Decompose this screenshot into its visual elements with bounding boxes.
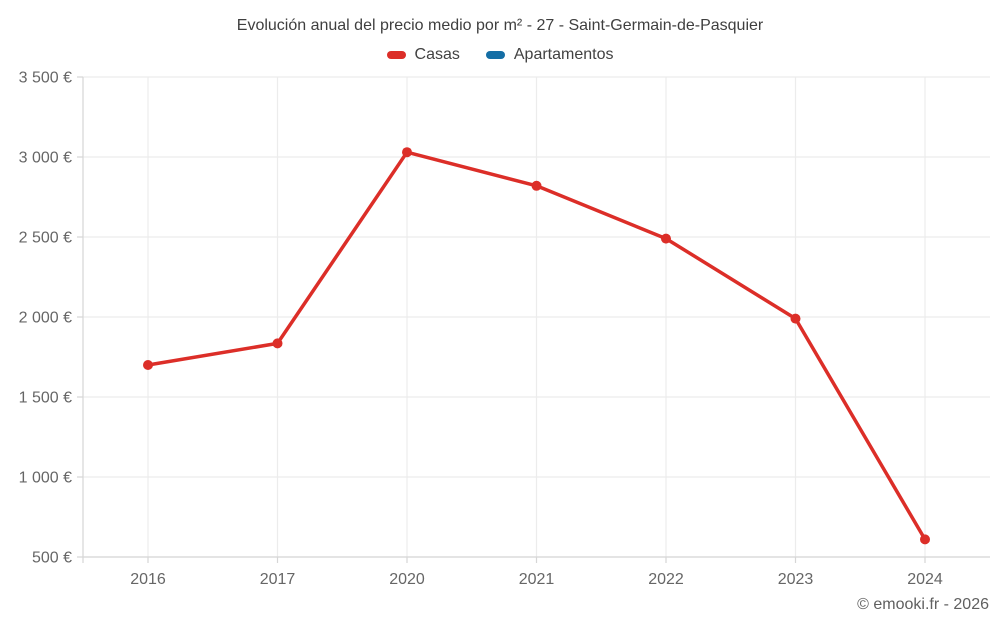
chart-title: Evolución anual del precio medio por m² … bbox=[236, 17, 764, 34]
legend-label: Apartamentos bbox=[513, 46, 614, 63]
data-point[interactable] bbox=[402, 147, 412, 158]
data-point[interactable] bbox=[272, 338, 283, 349]
y-tick-label: 500 € bbox=[32, 550, 72, 567]
y-tick-label: 1 000 € bbox=[19, 470, 72, 487]
y-tick-label: 2 000 € bbox=[19, 310, 72, 327]
legend-label: Casas bbox=[414, 46, 460, 63]
x-tick-label: 2021 bbox=[519, 571, 555, 588]
data-point[interactable] bbox=[143, 360, 153, 370]
copyright: © emooki.fr - 2026 bbox=[857, 596, 989, 613]
y-tick-label: 3 500 € bbox=[19, 70, 72, 87]
y-tick-label: 3 000 € bbox=[19, 150, 72, 167]
legend-swatch-icon bbox=[485, 51, 505, 59]
x-tick-label: 2016 bbox=[130, 571, 166, 588]
legend-swatch-icon bbox=[386, 51, 406, 59]
y-tick-label: 1 500 € bbox=[19, 390, 72, 407]
data-point[interactable] bbox=[790, 313, 801, 324]
x-tick-label: 2020 bbox=[389, 571, 425, 588]
data-point[interactable] bbox=[531, 180, 542, 191]
data-point[interactable] bbox=[661, 233, 671, 244]
x-tick-label: 2022 bbox=[648, 571, 684, 588]
legend-item-apartamentos[interactable]: Apartamentos bbox=[485, 46, 614, 64]
y-tick-label: 2 500 € bbox=[19, 230, 72, 247]
x-tick-label: 2023 bbox=[778, 571, 814, 588]
x-tick-label: 2017 bbox=[260, 571, 296, 588]
legend: Casas Apartamentos bbox=[0, 46, 1000, 64]
legend-item-casas[interactable]: Casas bbox=[386, 46, 460, 64]
data-point[interactable] bbox=[920, 534, 930, 545]
x-tick-label: 2024 bbox=[907, 571, 943, 588]
